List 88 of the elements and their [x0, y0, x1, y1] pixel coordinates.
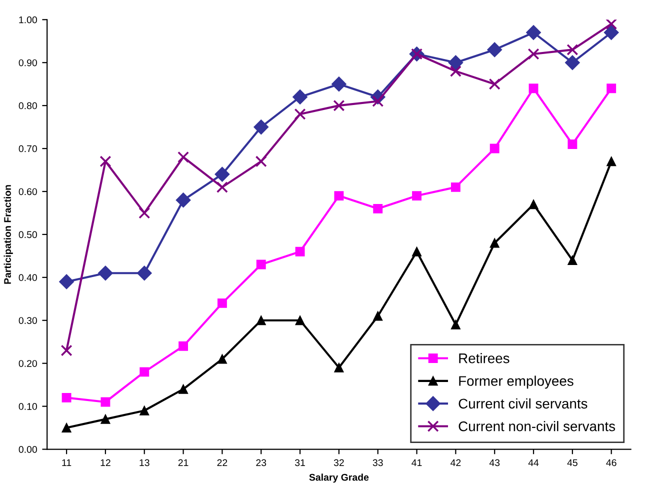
x-tick-label: 44 [528, 459, 539, 466]
point [450, 320, 460, 330]
point [62, 423, 72, 433]
point [334, 191, 344, 201]
point [256, 260, 266, 270]
point [333, 100, 345, 112]
y-tick-label: 0.20 [18, 360, 37, 367]
point [217, 298, 227, 308]
y-tick-label: 0.60 [18, 188, 37, 196]
point [178, 384, 188, 394]
y-tick-label: 0.70 [18, 145, 37, 152]
point [100, 156, 112, 168]
point [178, 151, 190, 163]
point [294, 108, 306, 120]
x-tick-label: 46 [606, 459, 616, 466]
y-tick-label: 0.30 [18, 317, 37, 324]
y-tick-label: 0.10 [18, 403, 37, 410]
point [412, 191, 422, 201]
point [255, 156, 267, 168]
point [604, 25, 619, 40]
y-tick-label: 0.80 [18, 102, 37, 110]
y-tick-label: 0.90 [18, 59, 37, 66]
y-tick-label: 0.40 [18, 274, 37, 282]
point [450, 182, 460, 192]
point [412, 246, 422, 256]
point [373, 204, 383, 214]
x-tick-label: 22 [217, 459, 228, 466]
point [62, 392, 72, 402]
legend-label: Retirees [459, 353, 510, 364]
point [490, 238, 500, 248]
point [565, 55, 580, 70]
legend-label: Current civil servants [458, 398, 588, 409]
point [606, 20, 618, 30]
x-tick-label: 23 [256, 459, 266, 466]
point [526, 25, 541, 40]
x-tick-label: 31 [294, 459, 305, 466]
y-axis-title: Participation Fraction [4, 185, 13, 284]
point [568, 140, 578, 149]
point [176, 192, 191, 208]
y-tick-label: 0.50 [18, 231, 37, 238]
x-axis-title: Salary Grade [309, 474, 369, 483]
x-tick-label: 21 [178, 459, 188, 466]
point [100, 397, 110, 407]
legend-label: Current non-civil servants [458, 421, 616, 432]
point [490, 144, 500, 154]
point [292, 90, 308, 104]
point [214, 166, 230, 182]
point [59, 274, 74, 290]
point [295, 246, 305, 256]
x-tick-label: 32 [334, 459, 344, 466]
x-tick-label: 11 [62, 459, 72, 466]
point [334, 362, 344, 372]
point [528, 48, 540, 60]
point [178, 341, 188, 351]
point [566, 44, 578, 56]
y-tick-label: 0.00 [18, 446, 37, 453]
point [332, 76, 346, 92]
point [217, 354, 227, 364]
point [606, 84, 616, 94]
point [254, 120, 269, 134]
x-tick-label: 41 [412, 459, 422, 466]
point [295, 316, 305, 326]
point [140, 406, 150, 416]
point [528, 200, 538, 210]
point [450, 65, 462, 77]
x-tick-label: 42 [450, 459, 461, 466]
x-tick-label: 45 [567, 459, 578, 466]
point [487, 42, 502, 58]
point [98, 266, 113, 281]
x-tick-label: 43 [489, 459, 500, 466]
x-tick-label: 12 [100, 459, 110, 466]
point [606, 156, 616, 166]
point [488, 78, 500, 90]
x-tick-label: 13 [140, 459, 150, 466]
point [100, 414, 110, 424]
y-tick-label: 1.00 [19, 16, 37, 24]
point [528, 84, 538, 94]
point [136, 266, 152, 281]
legend-label: Former employees [459, 376, 574, 389]
point [140, 367, 150, 377]
point [216, 181, 228, 193]
x-tick-label: 33 [372, 459, 383, 466]
point [448, 55, 464, 70]
point [60, 344, 72, 356]
point [138, 207, 150, 219]
point [568, 256, 578, 265]
point [373, 311, 383, 321]
point [256, 316, 266, 326]
